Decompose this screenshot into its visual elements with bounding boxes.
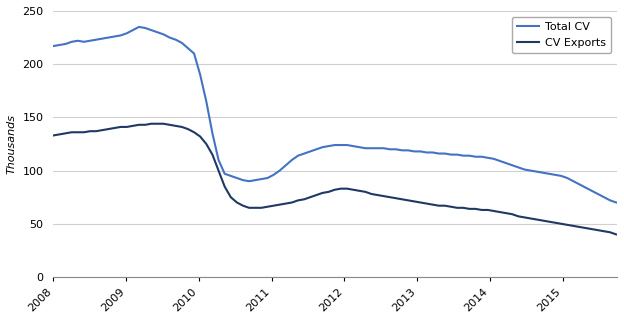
Total CV bbox=[117, 34, 124, 37]
Total CV bbox=[160, 32, 167, 36]
CV Exports bbox=[117, 125, 124, 129]
Total CV bbox=[135, 25, 143, 29]
CV Exports bbox=[49, 133, 57, 137]
Total CV bbox=[49, 44, 57, 48]
Line: Total CV: Total CV bbox=[53, 27, 624, 204]
CV Exports bbox=[618, 234, 624, 237]
Legend: Total CV, CV Exports: Total CV, CV Exports bbox=[512, 17, 612, 53]
CV Exports bbox=[160, 122, 167, 126]
CV Exports bbox=[576, 225, 583, 229]
Line: CV Exports: CV Exports bbox=[53, 124, 624, 240]
Total CV bbox=[618, 202, 624, 205]
Y-axis label: Thousands: Thousands bbox=[7, 114, 17, 174]
Total CV bbox=[362, 146, 369, 150]
Total CV bbox=[576, 182, 583, 186]
CV Exports bbox=[362, 190, 369, 194]
CV Exports bbox=[147, 122, 155, 126]
